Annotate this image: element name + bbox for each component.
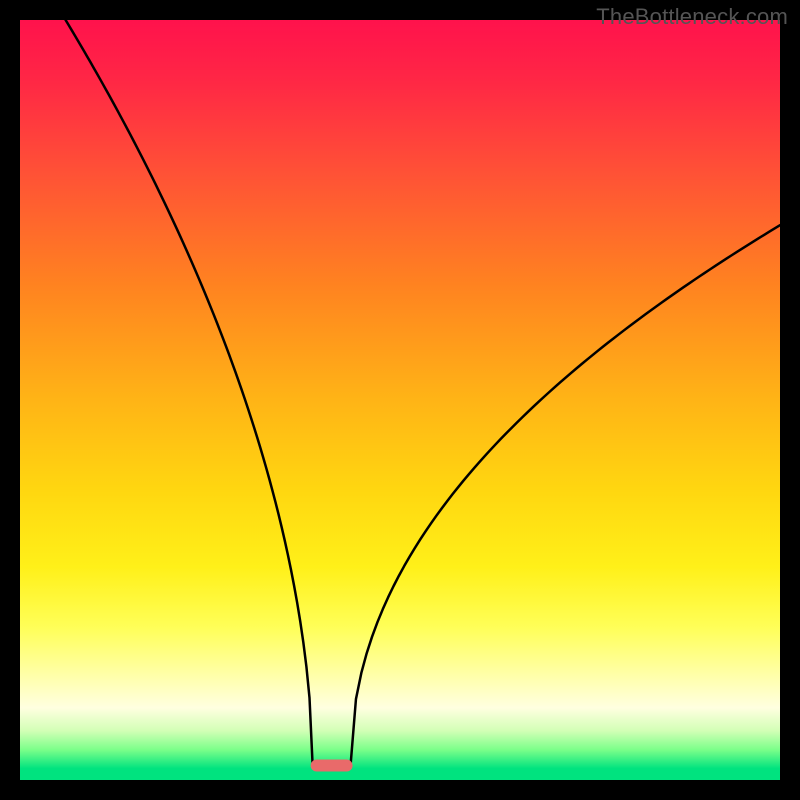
- chart-stage: TheBottleneck.com: [0, 0, 800, 800]
- watermark-text: TheBottleneck.com: [596, 4, 788, 30]
- bottleneck-chart: [0, 0, 800, 800]
- gradient-background: [20, 20, 780, 780]
- optimal-marker: [311, 760, 353, 772]
